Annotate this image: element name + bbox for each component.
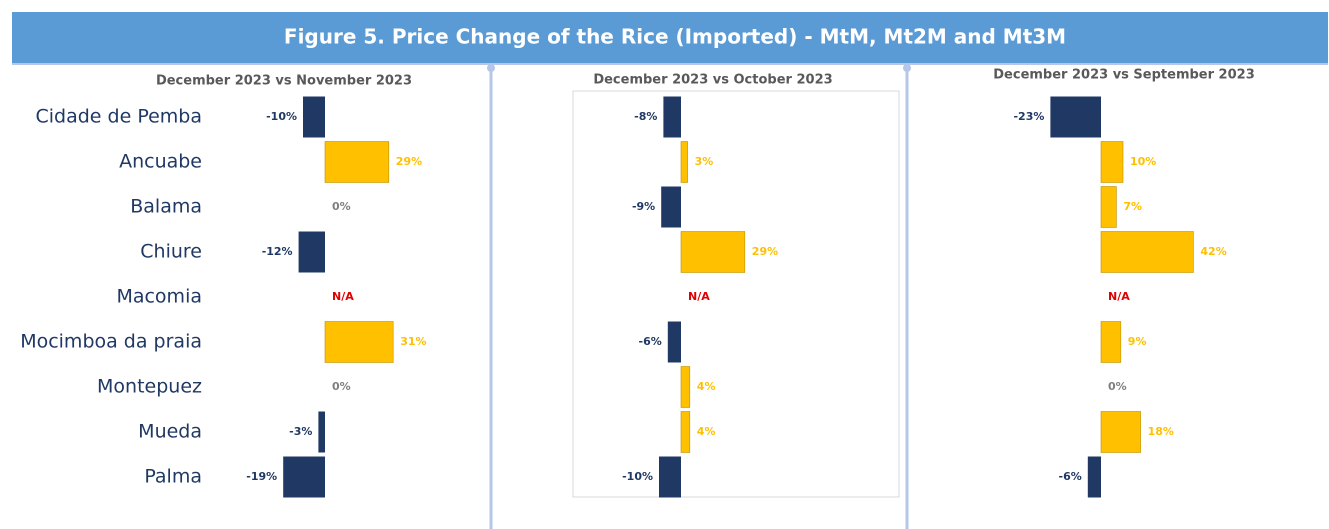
bar [680, 411, 691, 453]
value-label: -10% [622, 470, 653, 483]
value-label: N/A [332, 290, 354, 303]
value-label: 31% [400, 335, 426, 348]
category-label: Montepuez [97, 376, 202, 398]
bar [324, 321, 394, 363]
bar [659, 456, 681, 498]
value-label: 18% [1148, 425, 1174, 438]
value-label: -23% [1013, 110, 1044, 123]
chart-title: Figure 5. Price Change of the Rice (Impo… [284, 25, 1066, 49]
bar [1100, 186, 1117, 228]
bar [303, 96, 325, 138]
bar [1050, 96, 1101, 138]
category-label: Mueda [138, 421, 202, 443]
category-label: Balama [130, 196, 202, 218]
bar [667, 321, 681, 363]
value-label: -8% [634, 110, 657, 123]
bar [680, 231, 746, 273]
panel-frame [572, 90, 900, 498]
divider-knob [487, 64, 495, 72]
bar [318, 411, 325, 453]
bar [1087, 456, 1101, 498]
bar [661, 186, 681, 228]
value-label: -3% [289, 425, 312, 438]
value-label: -6% [639, 335, 662, 348]
category-label: Palma [144, 466, 202, 488]
value-label: -10% [266, 110, 297, 123]
value-label: -12% [262, 245, 293, 258]
bar [1100, 411, 1141, 453]
category-label: Cidade de Pemba [35, 106, 202, 128]
bar [663, 96, 681, 138]
value-label: 29% [396, 155, 422, 168]
bar [298, 231, 325, 273]
panel-subtitle: December 2023 vs November 2023 [156, 74, 412, 89]
value-label: 0% [332, 380, 351, 393]
divider-knob [903, 64, 911, 72]
category-label: Ancuabe [119, 151, 202, 173]
panel-subtitle: December 2023 vs September 2023 [993, 68, 1255, 83]
value-label: 4% [697, 380, 716, 393]
value-label: 0% [1108, 380, 1127, 393]
panel-subtitle: December 2023 vs October 2023 [593, 73, 832, 88]
category-label: Mocimboa da praia [20, 331, 202, 353]
header-bar [12, 12, 1328, 63]
value-label: N/A [1108, 290, 1130, 303]
value-label: N/A [688, 290, 710, 303]
bar [1100, 231, 1194, 273]
bar [1100, 141, 1124, 183]
category-label: Macomia [116, 286, 202, 308]
bar [324, 141, 390, 183]
value-label: -9% [632, 200, 655, 213]
value-label: -6% [1059, 470, 1082, 483]
bar [283, 456, 325, 498]
value-label: -19% [246, 470, 277, 483]
value-label: 9% [1128, 335, 1147, 348]
bar [680, 141, 688, 183]
category-label: Chiure [140, 241, 202, 263]
value-label: 4% [697, 425, 716, 438]
bar [1100, 321, 1122, 363]
value-label: 10% [1130, 155, 1156, 168]
value-label: 3% [695, 155, 714, 168]
value-label: 7% [1123, 200, 1142, 213]
bar [680, 366, 691, 408]
value-label: 42% [1200, 245, 1226, 258]
value-label: 29% [752, 245, 778, 258]
value-label: 0% [332, 200, 351, 213]
